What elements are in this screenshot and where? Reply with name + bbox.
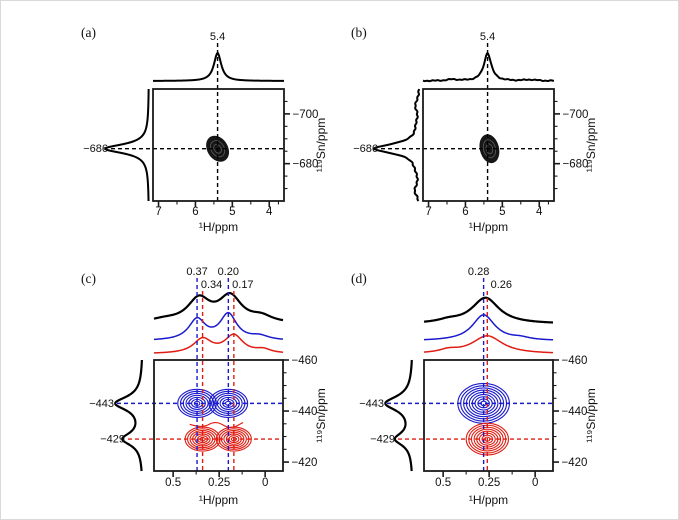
projection-left — [384, 359, 413, 472]
contour-ring — [210, 140, 226, 158]
x-tick-label: 6 — [462, 206, 468, 218]
x-tick-label: 4 — [536, 206, 543, 218]
peak-shift-label: −686 — [83, 143, 108, 155]
peak-shift-label: 0.17 — [232, 279, 253, 291]
panel-a-plot: 5.4 −686 7 6 5 4 −700 −680 ¹H/ppm ¹¹⁹Sn/ppm — [83, 31, 328, 234]
peak-shift-label: −443 — [89, 398, 114, 410]
panel-c-plot: 0.37 0.200.34 0.17 −443 −429 0.5 0.25 0 −460 −440… — [89, 266, 328, 507]
peak-shift-label: −429 — [100, 434, 125, 446]
peak-shift-label: 0.26 — [491, 279, 512, 291]
panel-b: 5.4 −686 7 6 5 4 −700 −680 ¹H/ppm ¹¹⁹Sn/ppm (b) — [351, 25, 598, 234]
plot-frame — [422, 88, 555, 202]
y-tick-label: −460 — [292, 355, 318, 367]
x-tick-label: 7 — [155, 206, 161, 218]
peak-shift-label: 0.28 — [468, 266, 489, 278]
y-axis-title: ¹¹⁹Sn/ppm — [314, 388, 328, 443]
x-tick-label: 4 — [266, 206, 273, 218]
y-axis-title: ¹¹⁹Sn/ppm — [584, 118, 598, 173]
y-tick-label: −420 — [292, 457, 318, 469]
y-tick-label: −680 — [293, 159, 319, 171]
projection-left — [114, 359, 143, 472]
projection-top — [423, 335, 554, 354]
y-tick-label: −440 — [292, 406, 318, 418]
projection-left — [104, 88, 150, 202]
projection-top — [153, 333, 284, 354]
y-tick-label: −460 — [562, 355, 588, 367]
peak-shift-label: −686 — [353, 143, 378, 155]
x-tick-label: 0.5 — [435, 477, 451, 489]
plot-frame — [152, 88, 285, 202]
plot-frame — [423, 359, 554, 472]
projection-top — [153, 311, 284, 341]
x-tick-label: 0.25 — [478, 477, 500, 489]
projection-top — [152, 52, 285, 82]
projection-top — [423, 296, 554, 324]
peak-shift-label: 0.20 — [218, 266, 239, 278]
y-tick-label: −440 — [562, 406, 588, 418]
panel-b-label: (b) — [351, 25, 367, 40]
y-axis-title: ¹¹⁹Sn/ppm — [584, 388, 598, 443]
projection-top — [423, 314, 554, 341]
panel-a-label: (a) — [81, 25, 96, 40]
x-tick-label: 0 — [262, 477, 268, 489]
x-tick-label: 0 — [532, 477, 538, 489]
panel-b-plot: 5.4 −686 7 6 5 4 −700 −680 ¹H/ppm ¹¹⁹Sn/ppm — [353, 31, 598, 234]
x-axis-title: ¹H/ppm — [469, 493, 508, 507]
x-axis-title: ¹H/ppm — [199, 220, 238, 234]
panel-c-label: (c) — [81, 271, 96, 286]
y-tick-label: −680 — [563, 159, 589, 171]
y-tick-label: −700 — [563, 109, 589, 121]
panel-d-label: (d) — [351, 271, 367, 286]
panel-d: 0.280.26 −443 −429 0.5 0.25 0 −460 −440 −420 ¹H/p… — [351, 266, 598, 507]
x-axis-title: ¹H/ppm — [469, 220, 508, 234]
peak-shift-label: −429 — [370, 434, 395, 446]
x-tick-label: 6 — [192, 206, 198, 218]
x-axis-title: ¹H/ppm — [199, 493, 238, 507]
contour-ring — [482, 139, 497, 159]
panel-a: 5.4 −686 7 6 5 4 −700 −680 ¹H/ppm ¹¹⁹Sn/ppm (a) — [81, 25, 328, 234]
y-tick-label: −700 — [293, 109, 319, 121]
contour-ring — [213, 143, 222, 154]
peak-shift-label: 5.4 — [210, 31, 225, 43]
projection-top — [422, 52, 555, 83]
panel-d-plot: 0.280.26 −443 −429 0.5 0.25 0 −460 −440 −420 ¹H/p… — [359, 266, 598, 507]
y-tick-label: −420 — [562, 457, 588, 469]
peak-shift-label: 5.4 — [480, 31, 495, 43]
panel-c: 0.37 0.200.34 0.17 −443 −429 0.5 0.25 0 −460 −440… — [81, 266, 328, 507]
x-tick-label: 0.25 — [208, 477, 230, 489]
y-axis-title: ¹¹⁹Sn/ppm — [314, 118, 328, 173]
peak-shift-label: −443 — [359, 398, 384, 410]
projection-top — [153, 292, 284, 322]
projection-left — [373, 88, 421, 202]
peak-shift-label: 0.34 — [201, 279, 222, 291]
peak-shift-label: 0.37 — [186, 266, 207, 278]
contour-tail — [189, 422, 244, 428]
x-tick-label: 5 — [499, 206, 505, 218]
x-tick-label: 5 — [229, 206, 235, 218]
x-tick-label: 0.5 — [165, 477, 181, 489]
x-tick-label: 7 — [425, 206, 431, 218]
